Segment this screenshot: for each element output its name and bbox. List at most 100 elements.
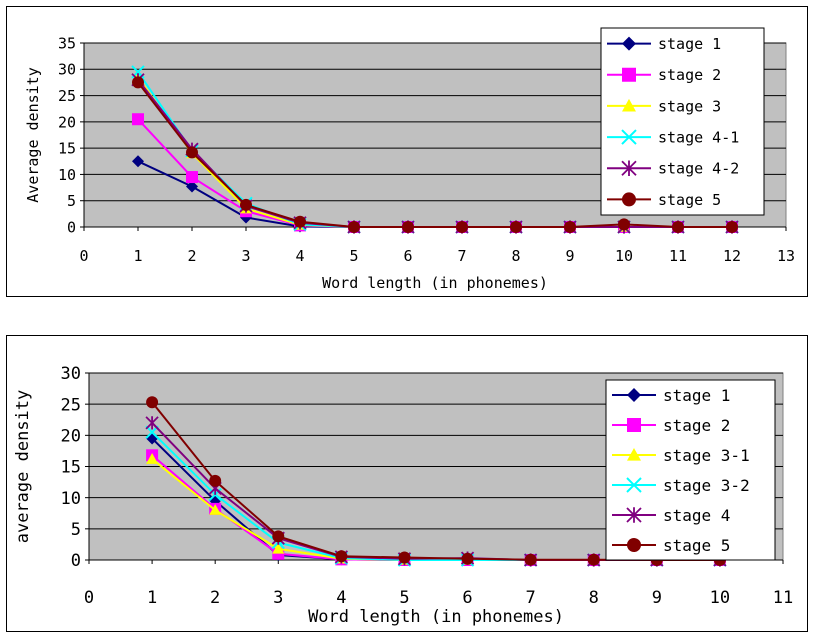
data-point xyxy=(209,474,222,487)
x-tick-label: 6 xyxy=(403,247,412,265)
x-axis-label: Word length (in phonemes) xyxy=(308,607,564,627)
legend-label: stage 2 xyxy=(663,416,730,435)
legend-label: stage 5 xyxy=(663,536,730,555)
data-point xyxy=(672,221,684,233)
y-tick-label: 15 xyxy=(58,140,76,158)
x-tick-label: 5 xyxy=(399,588,409,608)
x-tick-label: 8 xyxy=(589,588,599,608)
legend-marker xyxy=(622,36,636,51)
data-point xyxy=(209,504,222,515)
y-tick-label: 0 xyxy=(67,218,76,236)
data-point xyxy=(294,215,306,228)
x-tick-label: 10 xyxy=(710,588,730,608)
series-line xyxy=(137,81,732,228)
data-point xyxy=(186,180,198,193)
y-axis-label: Average density xyxy=(24,67,42,202)
data-point xyxy=(186,146,198,159)
x-tick-label: 3 xyxy=(241,247,250,265)
x-tick-label: 11 xyxy=(773,588,793,608)
data-point xyxy=(145,416,159,430)
legend-label: stage 2 xyxy=(658,66,721,84)
x-tick-label: 7 xyxy=(457,247,466,265)
x-tick-label: 2 xyxy=(210,588,220,608)
x-tick-label: 11 xyxy=(669,247,687,265)
legend-label: stage 4 xyxy=(663,506,730,525)
legend-label: stage 5 xyxy=(658,191,721,209)
y-tick-label: 25 xyxy=(58,87,76,105)
data-point xyxy=(272,530,285,543)
legend-marker xyxy=(627,418,641,432)
x-tick-label: 0 xyxy=(84,588,94,608)
data-point xyxy=(564,221,576,233)
y-tick-label: 5 xyxy=(67,192,76,210)
data-point xyxy=(132,113,144,126)
x-tick-label: 7 xyxy=(526,588,536,608)
data-point xyxy=(335,550,348,563)
data-point xyxy=(402,221,414,233)
x-tick-label: 13 xyxy=(777,247,795,265)
data-point xyxy=(132,76,144,89)
x-tick-label: 1 xyxy=(133,247,142,265)
legend-marker xyxy=(626,477,642,493)
data-point xyxy=(510,221,522,233)
x-tick-label: 6 xyxy=(462,588,472,608)
y-tick-label: 25 xyxy=(61,395,81,415)
y-tick-label: 30 xyxy=(61,364,81,384)
legend-marker xyxy=(622,192,636,207)
legend-label: stage 1 xyxy=(663,386,730,405)
data-point xyxy=(272,542,285,554)
y-axis-label: average density xyxy=(13,390,33,544)
x-axis-label: Word length (in phonemes) xyxy=(322,274,548,292)
x-tick-label: 2 xyxy=(187,247,196,265)
legend-box xyxy=(600,27,765,216)
legend-label: stage 3-1 xyxy=(663,446,750,465)
data-point xyxy=(146,396,159,409)
data-point xyxy=(132,155,144,168)
y-tick-label: 20 xyxy=(58,113,76,131)
legend-label: stage 4-1 xyxy=(658,128,739,146)
y-tick-label: 5 xyxy=(71,520,81,540)
data-point xyxy=(348,221,360,233)
data-point xyxy=(456,221,468,233)
legend-label: stage 4-2 xyxy=(658,160,739,178)
legend-marker xyxy=(627,388,641,402)
x-tick-label: 4 xyxy=(336,588,346,608)
y-tick-label: 0 xyxy=(71,551,81,571)
y-tick-label: 35 xyxy=(58,34,76,52)
data-point xyxy=(618,218,630,231)
legend-label: stage 3 xyxy=(658,97,721,115)
x-tick-label: 0 xyxy=(79,247,88,265)
data-point xyxy=(240,198,252,211)
data-point xyxy=(146,453,159,464)
y-tick-label: 15 xyxy=(61,458,81,478)
x-tick-label: 4 xyxy=(295,247,304,265)
legend-box xyxy=(605,379,776,561)
legend-marker xyxy=(626,507,642,523)
y-tick-label: 10 xyxy=(58,166,76,184)
legend-label: stage 3-2 xyxy=(663,476,750,495)
legend-marker xyxy=(627,538,641,552)
x-tick-label: 3 xyxy=(273,588,283,608)
legend-marker xyxy=(622,67,636,82)
data-point xyxy=(587,553,600,566)
y-tick-label: 10 xyxy=(61,489,81,509)
y-tick-label: 20 xyxy=(61,426,81,446)
x-tick-label: 8 xyxy=(511,247,520,265)
legend-marker xyxy=(627,448,641,461)
legend-marker xyxy=(621,129,637,145)
x-tick-label: 9 xyxy=(652,588,662,608)
legend-marker xyxy=(622,98,636,112)
data-point xyxy=(524,553,537,566)
x-tick-label: 12 xyxy=(723,247,741,265)
series-stage-5 xyxy=(132,76,738,233)
y-tick-label: 30 xyxy=(58,61,76,79)
legend-label: stage 1 xyxy=(658,35,721,53)
data-point xyxy=(461,552,474,565)
x-tick-label: 1 xyxy=(147,588,157,608)
data-point xyxy=(186,171,198,184)
data-point xyxy=(398,551,411,564)
x-tick-label: 5 xyxy=(349,247,358,265)
data-point xyxy=(726,221,738,233)
